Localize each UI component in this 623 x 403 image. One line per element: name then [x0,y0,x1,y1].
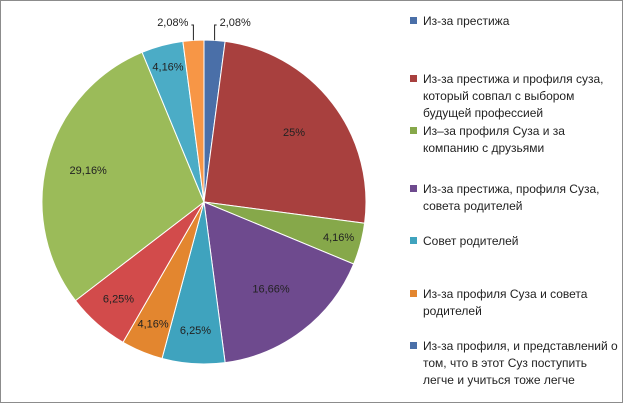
slice-value-label: 25% [283,127,305,139]
legend-swatch [410,237,417,244]
slice-value-label: 2,08% [220,17,251,29]
legend-label: Из-за престижа и профиля суза, который с… [423,72,604,120]
legend-label: Совет родителей [423,234,519,248]
legend-label: Из–за профиля Суза и за компанию с друзь… [423,124,565,155]
legend-swatch [410,342,417,349]
legend-label: Из-за профиля Суза и совета родителей [423,287,588,318]
legend-label: Из-за профиля, и представлений о том, чт… [423,339,618,387]
pie-slice [41,51,205,302]
legend-swatch [410,127,417,134]
pie-chart: 25% 4,16% 16,66% 6,25% 4,16% 6,25% 29,16% 4,16%… [41,17,367,365]
pie-slice [203,40,367,224]
slice-value-label: 6,25% [103,293,134,305]
pie-slice [182,39,205,203]
legend-swatch [410,185,417,192]
legend-label: Из-за престижа [423,14,510,28]
leader-line [191,24,194,41]
pie-slice [203,201,355,364]
slice-value-label: 2,08% [157,17,188,29]
leader-line [214,24,217,41]
legend-swatch [410,17,417,24]
legend: Из-за престижа Из-за престижа и профиля с… [407,1,622,402]
slice-value-label: 16,66% [252,283,290,295]
slice-value-label: 4,16% [152,61,183,73]
slice-value-label: 4,16% [323,232,354,244]
slice-value-label: 6,25% [180,325,211,337]
legend-swatch [410,290,417,297]
legend-swatch [410,75,417,82]
slice-value-label: 29,16% [70,165,108,177]
legend-label: Из-за престижа, профиля Суза, совета род… [423,182,600,213]
slice-value-label: 4,16% [137,319,168,331]
